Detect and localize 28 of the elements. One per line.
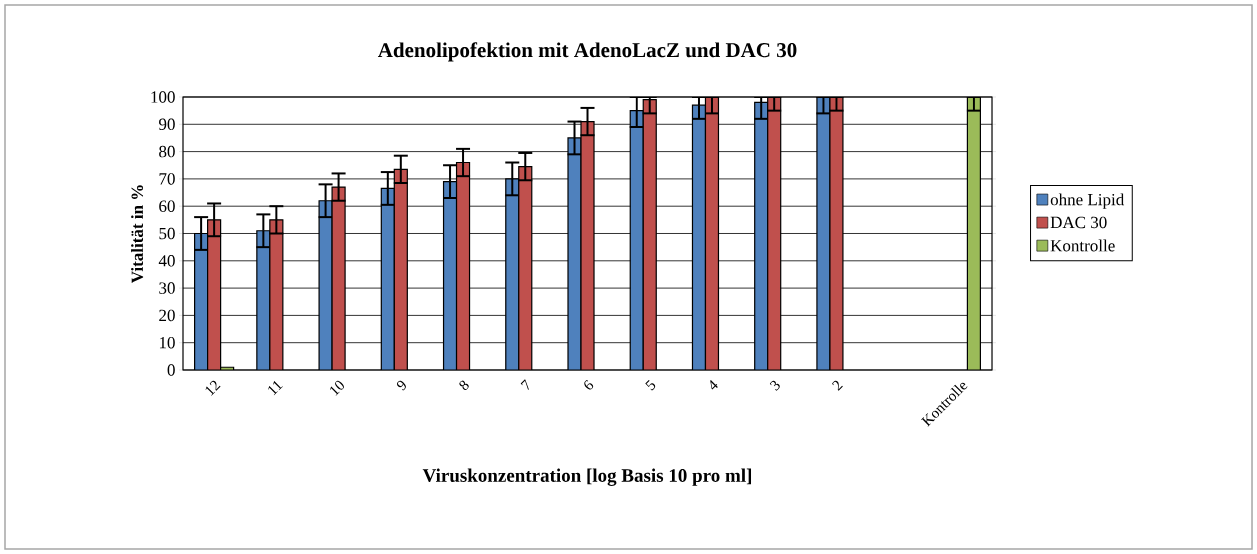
y-tick-label: 0 — [167, 364, 175, 376]
x-tick-label: 7 — [520, 379, 529, 391]
legend-label: DAC 30 — [1050, 216, 1107, 229]
x-tick-label: 12 — [205, 380, 221, 396]
x-tick-label: 4 — [710, 380, 718, 390]
x-tick-label: 3 — [769, 380, 780, 391]
y-tick-label: 90 — [159, 118, 175, 131]
y-tick-label: 20 — [159, 309, 175, 322]
y-axis-title: Vitalität in % — [131, 185, 144, 284]
x-tick-label: 11 — [268, 381, 283, 396]
legend-label: ohne Lipid — [1050, 193, 1125, 209]
x-tick-label: 6 — [584, 379, 594, 390]
y-tick-label: 100 — [151, 91, 175, 103]
legend-label: Kontrolle — [1050, 239, 1115, 252]
y-tick-label: 10 — [159, 336, 175, 349]
y-tick-label: 70 — [159, 173, 175, 185]
x-tick-label: 2 — [832, 380, 843, 391]
x-tick-label: 8 — [459, 380, 469, 391]
y-tick-label: 50 — [159, 227, 175, 240]
x-tick-label: 10 — [330, 380, 344, 396]
x-axis-title: Viruskonzentration [log Basis 10 pro ml] — [422, 468, 752, 486]
y-tick-label: 40 — [158, 255, 175, 267]
x-tick-label: 9 — [397, 380, 406, 391]
x-tick-label: 5 — [645, 379, 656, 391]
y-tick-label: 60 — [159, 200, 175, 212]
y-tick-label: 80 — [159, 145, 175, 158]
chart-title: Adenolipofektion mit AdenoLacZ und DAC 30 — [377, 42, 797, 62]
y-tick-label: 30 — [159, 282, 175, 294]
